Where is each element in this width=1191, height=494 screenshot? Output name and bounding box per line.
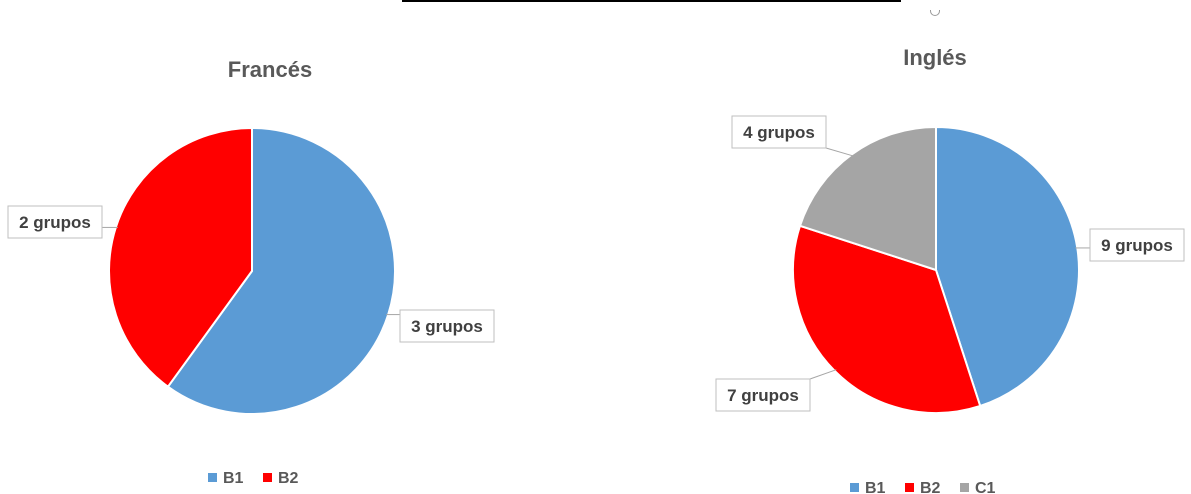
label-leader-line <box>809 369 837 380</box>
pie-slice-b1 <box>166 126 396 415</box>
page-title-underline <box>402 0 901 2</box>
pie-chart-ingles: Inglés 9 grupos 7 grupos 4 grupos B1 B2 C1 <box>715 45 1185 494</box>
data-label-text: 7 grupos <box>727 386 799 405</box>
legend-label-c1: C1 <box>975 480 996 494</box>
data-label-box <box>399 309 495 343</box>
data-label-box <box>731 115 827 149</box>
pie-slice-c1 <box>798 125 937 272</box>
data-label-text: 2 grupos <box>19 213 91 232</box>
legend-swatch-b2 <box>263 473 272 482</box>
data-label-text: 9 grupos <box>1101 236 1173 255</box>
data-label-c1: 4 grupos <box>731 115 827 149</box>
data-label-text: 3 grupos <box>411 317 483 336</box>
chart-title: Inglés <box>903 45 967 70</box>
data-label-box <box>7 205 103 239</box>
circle-icon <box>930 10 940 16</box>
legend-label-b1: B1 <box>223 470 244 487</box>
chart-title: Francés <box>228 57 312 82</box>
legend-label-b2: B2 <box>920 480 941 494</box>
legend-label-b2: B2 <box>278 470 299 487</box>
data-label-b2: 7 grupos <box>715 378 811 412</box>
data-label-text: 4 grupos <box>743 123 815 142</box>
data-label-b2: 2 grupos <box>7 205 103 239</box>
legend-swatch-c1 <box>960 483 969 492</box>
legend-swatch-b1 <box>208 473 217 482</box>
pie-chart-frances: Francés 3 grupos 2 grupos B1 B2 <box>7 57 495 487</box>
legend-swatch-b1 <box>850 483 859 492</box>
data-label-box <box>715 378 811 412</box>
legend-swatch-b2 <box>905 483 914 492</box>
pie-slice-b2 <box>108 126 253 389</box>
pie-slice-b2 <box>792 224 982 414</box>
legend-label-b1: B1 <box>865 480 886 494</box>
data-label-b1: 3 grupos <box>399 309 495 343</box>
label-leader-line <box>825 147 854 157</box>
data-label-b1: 9 grupos <box>1089 228 1185 262</box>
data-label-box <box>1089 228 1185 262</box>
